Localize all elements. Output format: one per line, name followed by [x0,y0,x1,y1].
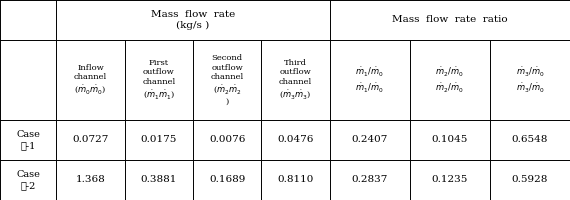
Text: Mass  flow  rate  ratio: Mass flow rate ratio [392,16,507,24]
Text: First
outflow
channel
($\dot{m}_1\dot{m}_1$): First outflow channel ($\dot{m}_1\dot{m}… [142,59,176,101]
Text: Second
outflow
channel
($\dot{m}_2\dot{m}_2$
): Second outflow channel ($\dot{m}_2\dot{m… [210,54,244,106]
Text: 0.0076: 0.0076 [209,136,245,145]
Text: 0.0175: 0.0175 [141,136,177,145]
Text: $\dot{m}_2/\dot{m}_0$
$\dot{m}_2/\dot{m}_0$: $\dot{m}_2/\dot{m}_0$ $\dot{m}_2/\dot{m}… [435,65,464,95]
Text: 0.8110: 0.8110 [277,176,314,184]
Text: 0.3881: 0.3881 [141,176,177,184]
Text: 0.1235: 0.1235 [431,176,468,184]
Text: 0.1045: 0.1045 [431,136,468,145]
Text: 0.6548: 0.6548 [512,136,548,145]
Text: Case
마-1: Case 마-1 [17,130,40,150]
Text: 0.2407: 0.2407 [352,136,388,145]
Text: $\dot{m}_3/\dot{m}_0$
$\dot{m}_3/\dot{m}_0$: $\dot{m}_3/\dot{m}_0$ $\dot{m}_3/\dot{m}… [516,65,544,95]
Text: 0.1689: 0.1689 [209,176,245,184]
Text: $\dot{m}_1/\dot{m}_0$
$\dot{m}_1/\dot{m}_0$: $\dot{m}_1/\dot{m}_0$ $\dot{m}_1/\dot{m}… [355,65,384,95]
Text: Case
마-2: Case 마-2 [17,170,40,190]
Text: 1.368: 1.368 [76,176,105,184]
Text: 0.0476: 0.0476 [277,136,314,145]
Text: 0.5928: 0.5928 [512,176,548,184]
Text: 0.0727: 0.0727 [72,136,109,145]
Text: Inflow
channel
($\dot{m}_0\dot{m}_0$): Inflow channel ($\dot{m}_0\dot{m}_0$) [74,64,107,96]
Text: Third
outflow
channel
($\dot{m}_3\dot{m}_3$): Third outflow channel ($\dot{m}_3\dot{m}… [279,59,312,101]
Text: Mass  flow  rate
(kg/s ): Mass flow rate (kg/s ) [151,10,235,30]
Text: 0.2837: 0.2837 [352,176,388,184]
